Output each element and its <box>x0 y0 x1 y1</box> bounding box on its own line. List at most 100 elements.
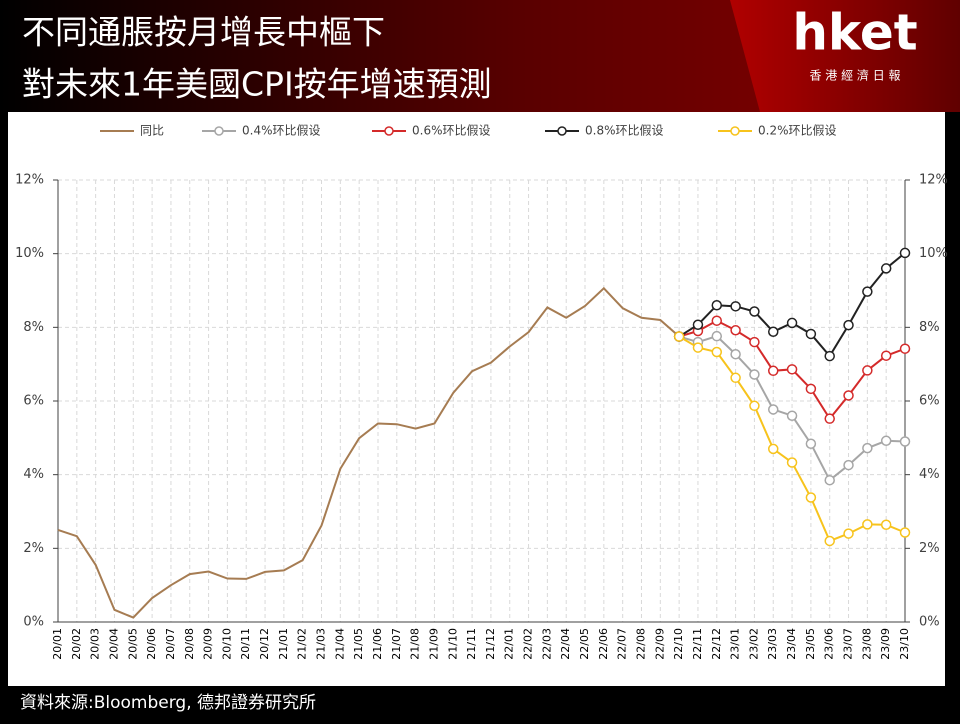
x-tick-label: 23/05 <box>804 628 817 660</box>
point <box>880 519 892 531</box>
point <box>711 299 723 311</box>
point <box>749 336 760 348</box>
x-tick-label: 20/12 <box>258 628 271 660</box>
x-tick-label: 23/06 <box>823 628 836 660</box>
x-tick-label: 23/01 <box>729 628 742 660</box>
legend-label: 0.4%环比假设 <box>242 124 321 138</box>
legend-label: 0.2%环比假设 <box>758 124 837 138</box>
x-tick-label: 21/04 <box>333 628 346 660</box>
x-tick-label: 21/06 <box>371 628 384 660</box>
x-tick-label: 22/06 <box>597 628 610 660</box>
point <box>786 317 798 329</box>
x-tick-label: 23/04 <box>785 628 798 660</box>
x-tick-label: 20/01 <box>51 628 64 660</box>
x-tick-label: 21/08 <box>409 628 422 660</box>
point <box>862 286 873 297</box>
point <box>899 436 911 447</box>
x-tick-label: 22/11 <box>691 628 704 660</box>
point <box>843 390 854 401</box>
y-tick-label: 4% <box>23 467 44 482</box>
point <box>711 315 723 326</box>
y-tick-label: 12% <box>15 173 44 188</box>
point <box>843 528 854 539</box>
x-tick-label: 23/07 <box>842 628 855 660</box>
point <box>711 330 723 342</box>
y2-tick-label: 4% <box>919 467 940 482</box>
point <box>749 369 760 380</box>
x-tick-label: 22/05 <box>578 628 591 660</box>
x-tick-label: 21/05 <box>352 628 365 660</box>
point <box>767 365 779 377</box>
point <box>711 346 723 358</box>
point <box>786 364 798 375</box>
x-tick-label: 20/08 <box>183 628 196 660</box>
x-tick-label: 20/02 <box>70 628 83 660</box>
x-tick-label: 21/07 <box>390 628 403 660</box>
legend-label: 0.8%环比假设 <box>585 124 664 138</box>
x-tick-label: 21/10 <box>446 628 459 660</box>
x-tick-label: 21/11 <box>465 628 478 660</box>
point <box>692 342 704 353</box>
chart-bg <box>8 112 945 686</box>
point <box>730 301 741 312</box>
point <box>786 410 798 421</box>
point <box>805 383 817 395</box>
x-tick-label: 23/10 <box>898 628 911 660</box>
y-tick-label: 6% <box>23 394 44 409</box>
point <box>880 350 892 361</box>
x-tick-label: 22/10 <box>672 628 685 660</box>
x-tick-label: 23/08 <box>860 628 873 660</box>
y-tick-label: 8% <box>23 320 44 335</box>
series-line <box>57 286 680 619</box>
x-tick-label: 21/02 <box>296 628 309 660</box>
legend-marker <box>557 126 567 136</box>
point <box>824 350 835 362</box>
legend-marker <box>730 126 740 136</box>
x-tick-label: 22/03 <box>540 628 553 660</box>
x-tick-label: 20/11 <box>239 628 252 660</box>
point <box>862 519 873 530</box>
y2-tick-label: 12% <box>919 173 948 188</box>
logo-bg <box>730 0 960 112</box>
legend-label: 同比 <box>140 124 164 138</box>
x-tick-label: 20/06 <box>145 628 158 660</box>
x-tick-label: 21/03 <box>315 628 328 660</box>
point <box>749 306 760 317</box>
point <box>899 247 911 259</box>
logo: hket <box>792 4 917 62</box>
x-tick-label: 21/12 <box>484 628 497 660</box>
point <box>805 328 817 340</box>
legend-marker <box>214 126 224 136</box>
y2-tick-label: 6% <box>919 394 940 409</box>
point <box>805 438 817 449</box>
point <box>824 413 835 424</box>
x-tick-label: 23/02 <box>747 628 760 660</box>
x-tick-label: 22/12 <box>710 628 723 660</box>
point <box>843 319 854 331</box>
x-tick-label: 20/09 <box>202 628 215 660</box>
y2-tick-label: 10% <box>919 246 948 261</box>
point <box>843 459 854 471</box>
x-tick-label: 21/01 <box>277 628 290 660</box>
point <box>730 325 741 336</box>
x-tick-label: 20/07 <box>164 628 177 660</box>
title-line: 不同通脹按月增長中樞下 <box>22 13 385 52</box>
y-tick-label: 2% <box>23 541 44 556</box>
title-line: 對未來1年美國CPI按年增速預測 <box>22 65 492 104</box>
y2-tick-label: 2% <box>919 541 940 556</box>
x-tick-label: 21/09 <box>427 628 440 660</box>
y-tick-label: 0% <box>23 615 44 630</box>
point <box>767 326 779 338</box>
point <box>862 442 873 454</box>
point <box>692 319 704 331</box>
point <box>767 443 779 455</box>
x-tick-label: 23/09 <box>879 628 892 660</box>
x-tick-label: 22/02 <box>522 628 535 660</box>
source: 資料來源:Bloomberg, 德邦證券研究所 <box>20 693 316 713</box>
point <box>899 527 911 538</box>
y2-tick-label: 8% <box>919 320 940 335</box>
legend-marker <box>384 126 394 136</box>
x-tick-label: 20/04 <box>107 628 120 660</box>
point <box>824 535 835 547</box>
